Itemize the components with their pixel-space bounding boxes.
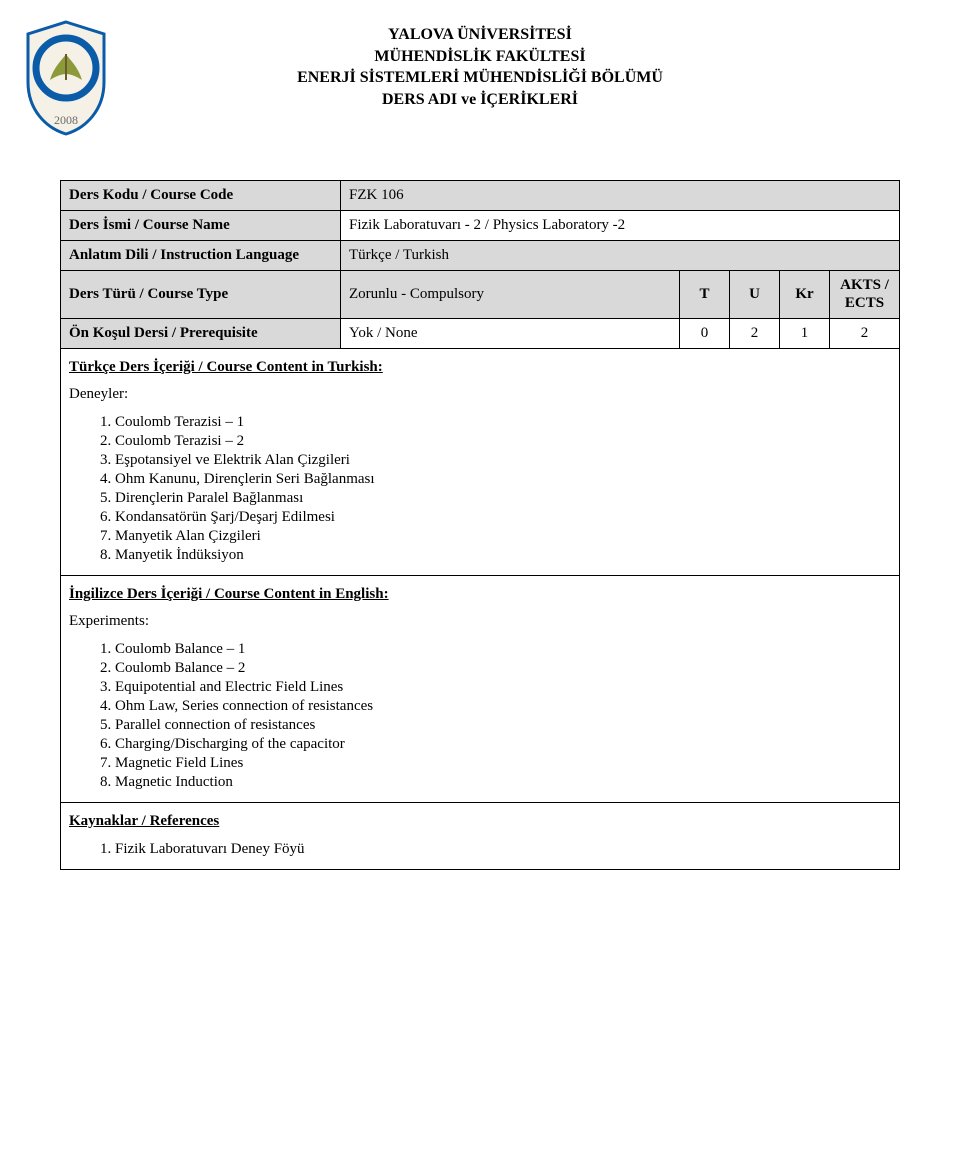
label-prerequisite: Ön Koşul Dersi / Prerequisite [61, 318, 341, 348]
cell-turkish-content: Türkçe Ders İçeriği / Course Content in … [61, 348, 900, 575]
value-course-name: Fizik Laboratuvarı - 2 / Physics Laborat… [341, 211, 900, 241]
university-logo: 2008 [20, 20, 112, 136]
list-item: Eşpotansiyel ve Elektrik Alan Çizgileri [115, 451, 891, 470]
label-course-code: Ders Kodu / Course Code [61, 181, 341, 211]
cell-references: Kaynaklar / References Fizik Laboratuvar… [61, 802, 900, 869]
row-turkish-content: Türkçe Ders İçeriği / Course Content in … [61, 348, 900, 575]
akts-label-1: AKTS / [840, 277, 889, 293]
course-table: Ders Kodu / Course Code FZK 106 Ders İsm… [60, 180, 900, 870]
list-item: Charging/Discharging of the capacitor [115, 735, 891, 754]
value-course-code: FZK 106 [341, 181, 900, 211]
label-language: Anlatım Dili / Instruction Language [61, 241, 341, 271]
list-item: Coulomb Terazisi – 1 [115, 413, 891, 432]
page-header: YALOVA ÜNİVERSİTESİ MÜHENDİSLİK FAKÜLTES… [60, 24, 900, 110]
heading-turkish: Türkçe Ders İçeriği / Course Content in … [69, 359, 891, 376]
list-item: Kondansatörün Şarj/Deşarj Edilmesi [115, 508, 891, 527]
list-item: Ohm Law, Series connection of resistance… [115, 697, 891, 716]
sub-english: Experiments: [69, 613, 891, 630]
list-item: Coulomb Balance – 2 [115, 659, 891, 678]
row-prerequisite: Ön Koşul Dersi / Prerequisite Yok / None… [61, 318, 900, 348]
label-course-name: Ders İsmi / Course Name [61, 211, 341, 241]
list-item: Magnetic Induction [115, 773, 891, 792]
references-list: Fizik Laboratuvarı Deney Föyü [97, 840, 891, 859]
value-kr: 1 [780, 318, 830, 348]
list-item: Ohm Kanunu, Dirençlerin Seri Bağlanması [115, 470, 891, 489]
list-item: Coulomb Balance – 1 [115, 640, 891, 659]
list-item: Magnetic Field Lines [115, 754, 891, 773]
list-item: Parallel connection of resistances [115, 716, 891, 735]
english-list: Coulomb Balance – 1 Coulomb Balance – 2 … [97, 640, 891, 792]
row-course-code: Ders Kodu / Course Code FZK 106 [61, 181, 900, 211]
header-line-2: MÜHENDİSLİK FAKÜLTESİ [60, 46, 900, 68]
turkish-list: Coulomb Terazisi – 1 Coulomb Terazisi – … [97, 413, 891, 565]
list-item: Fizik Laboratuvarı Deney Föyü [115, 840, 891, 859]
sub-turkish: Deneyler: [69, 386, 891, 403]
header-line-1: YALOVA ÜNİVERSİTESİ [60, 24, 900, 46]
heading-references: Kaynaklar / References [69, 813, 891, 830]
list-item: Manyetik Alan Çizgileri [115, 527, 891, 546]
row-language: Anlatım Dili / Instruction Language Türk… [61, 241, 900, 271]
row-english-content: İngilizce Ders İçeriği / Course Content … [61, 575, 900, 802]
value-language: Türkçe / Turkish [341, 241, 900, 271]
col-header-u: U [730, 271, 780, 319]
list-item: Manyetik İndüksiyon [115, 546, 891, 565]
row-course-type: Ders Türü / Course Type Zorunlu - Compul… [61, 271, 900, 319]
header-line-3: ENERJİ SİSTEMLERİ MÜHENDİSLİĞİ BÖLÜMÜ [60, 67, 900, 89]
row-course-name: Ders İsmi / Course Name Fizik Laboratuva… [61, 211, 900, 241]
col-header-akts: AKTS / ECTS [830, 271, 900, 319]
list-item: Dirençlerin Paralel Bağlanması [115, 489, 891, 508]
cell-english-content: İngilizce Ders İçeriği / Course Content … [61, 575, 900, 802]
value-akts: 2 [830, 318, 900, 348]
value-course-type: Zorunlu - Compulsory [341, 271, 680, 319]
header-line-4: DERS ADI ve İÇERİKLERİ [60, 89, 900, 111]
value-prerequisite: Yok / None [341, 318, 680, 348]
akts-label-2: ECTS [845, 295, 884, 311]
value-t: 0 [680, 318, 730, 348]
list-item: Coulomb Terazisi – 2 [115, 432, 891, 451]
page: 2008 YALOVA ÜNİVERSİTESİ MÜHENDİSLİK FAK… [0, 0, 960, 910]
heading-english: İngilizce Ders İçeriği / Course Content … [69, 586, 891, 603]
reference-text: Fizik Laboratuvarı Deney Föyü [115, 841, 305, 857]
col-header-t: T [680, 271, 730, 319]
col-header-kr: Kr [780, 271, 830, 319]
row-references: Kaynaklar / References Fizik Laboratuvar… [61, 802, 900, 869]
label-course-type: Ders Türü / Course Type [61, 271, 341, 319]
value-u: 2 [730, 318, 780, 348]
logo-year: 2008 [54, 113, 78, 127]
list-item: Equipotential and Electric Field Lines [115, 678, 891, 697]
